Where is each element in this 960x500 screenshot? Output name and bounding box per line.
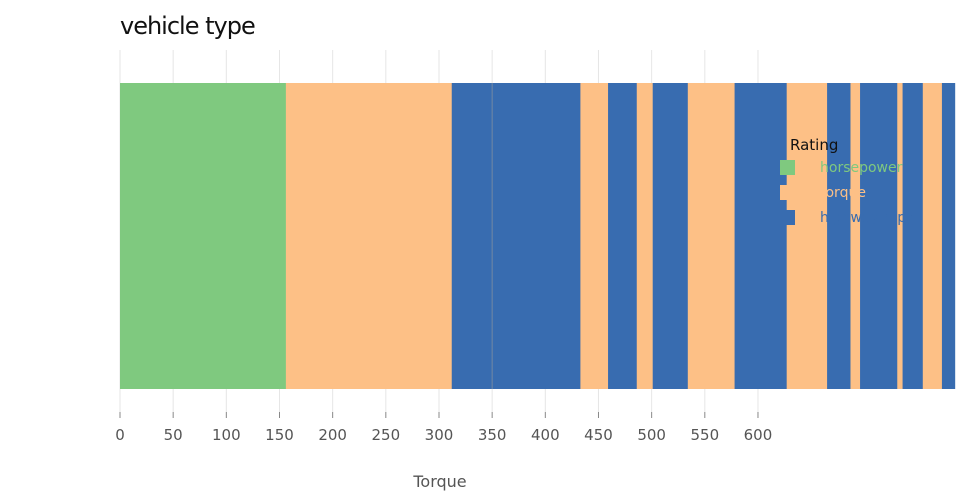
bar-segment-torque-11 [850, 83, 861, 389]
bar-segment-torque-15 [922, 83, 943, 389]
chart-title: vehicle type [120, 12, 256, 40]
x-tick-label-12: 600 [744, 426, 773, 444]
bar-segment-highway-mpg-2 [451, 83, 581, 389]
x-tick-label-8: 400 [531, 426, 560, 444]
legend-label-horsepower: horsepower [820, 160, 903, 176]
bar-segment-highway-mpg-12 [860, 83, 898, 389]
bar-segment-highway-mpg-6 [652, 83, 689, 389]
x-tick-label-11: 550 [690, 426, 719, 444]
x-tick-label-9: 450 [584, 426, 613, 444]
x-tick-label-1: 50 [164, 426, 183, 444]
x-tick-label-6: 300 [425, 426, 454, 444]
x-tick-label-4: 200 [318, 426, 347, 444]
legend: Rating horsepower torque highway-mpg [780, 136, 915, 226]
legend-swatch-torque [780, 185, 795, 200]
bar-segment-torque-5 [636, 83, 654, 389]
x-tick-label-3: 150 [265, 426, 294, 444]
x-tick-label-7: 350 [478, 426, 507, 444]
legend-swatch-horsepower [780, 160, 795, 175]
legend-label-highway-mpg: highway-mpg [820, 210, 915, 226]
x-tick-label-10: 500 [637, 426, 666, 444]
bar-segment-highway-mpg-10 [827, 83, 851, 389]
x-tick-label-0: 0 [115, 426, 125, 444]
legend-title: Rating [790, 136, 838, 154]
bar-segment-highway-mpg-8 [734, 83, 788, 389]
stacked-bar [120, 83, 956, 389]
bar-segment-highway-mpg-4 [608, 83, 638, 389]
x-axis: 0 50 100 150 200 250 300 350 400 450 500 550 600 [115, 412, 772, 444]
bar-segment-torque-9 [786, 83, 828, 389]
bar-segment-torque-3 [580, 83, 609, 389]
x-axis-title: Torque [412, 472, 466, 491]
legend-label-torque: torque [820, 185, 866, 201]
bar-segment-torque-13 [897, 83, 904, 389]
bar-segment-highway-mpg-16 [941, 83, 956, 389]
bar-segment-torque-1 [285, 83, 453, 389]
bar-segment-horsepower-0 [120, 83, 287, 389]
x-tick-label-5: 250 [372, 426, 401, 444]
legend-swatch-highway-mpg [780, 210, 795, 225]
bar-segment-torque-7 [687, 83, 736, 389]
x-tick-label-2: 100 [212, 426, 241, 444]
bar-segment-highway-mpg-14 [902, 83, 924, 389]
